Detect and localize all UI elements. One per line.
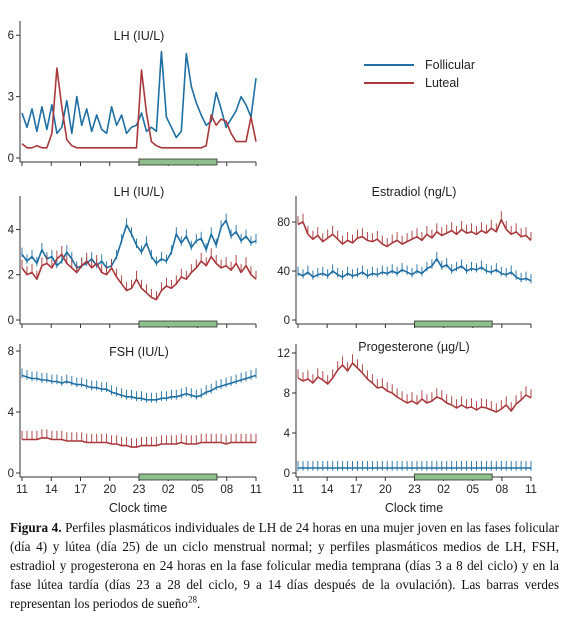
chart-panel-5: Progesterone (µg/L) 0 4 8 12 11 14 17 20 23 02 05 08… [277,340,537,496]
x-tick-label: 02 [162,484,175,496]
series-line-follicular [21,374,257,401]
panel-title: FSH (IU/L) [109,345,169,359]
y-tick-label: 6 [8,30,14,42]
series-line-luteal [21,253,257,301]
legend-label-luteal: Luteal [425,76,459,90]
panel-title: Estradiol (ng/L) [372,185,457,199]
chart-panel-4: FSH (IU/L) 0 4 8 11 14 17 20 23 02 05 08 11 [8,344,262,496]
x-tick-label: 23 [408,484,421,496]
sleep-period-bar [138,320,218,328]
figure-caption: Figura 4. Perfiles plasmáticos individua… [10,518,559,613]
x-tick-label: 14 [45,484,58,496]
error-bars-follicular [297,252,532,284]
chart-panel-1: LH (IU/L) 0 3 6 [8,21,257,166]
error-bars-luteal [21,429,257,448]
x-tick-label: 11 [292,484,304,496]
y-tick-label: 0 [284,315,290,327]
x-tick-label: 23 [133,484,146,496]
x-axis-label-right: Clock time [385,501,443,515]
y-tick-label: 2 [8,270,14,282]
caption-end: . [196,596,201,611]
y-tick-label: 0 [8,468,14,480]
x-tick-label: 20 [379,484,392,496]
sleep-period-bar [138,473,218,481]
legend-label-follicular: Follicular [425,58,475,72]
sleep-period-bar [414,320,493,328]
panel-title: LH (IU/L) [114,29,165,43]
y-tick-label: 4 [8,407,15,419]
y-tick-label: 40 [277,266,290,278]
x-tick-label: 02 [437,484,450,496]
y-tick-label: 8 [8,346,14,358]
caption-label: Figura 4. [10,520,62,535]
legend: Follicular Luteal [364,58,475,90]
x-axis-label-left: Clock time [109,501,167,515]
caption-reference: 28 [187,594,197,605]
error-bars-follicular [297,461,532,471]
y-tick-label: 4 [284,428,291,440]
series-line-luteal [21,67,257,149]
y-tick-label: 0 [8,315,14,327]
panel-title: LH (IU/L) [114,185,165,199]
y-tick-label: 0 [8,153,14,165]
x-tick-label: 14 [321,484,334,496]
chart-panel-3: Estradiol (ng/L) 0 40 80 [277,185,532,328]
x-tick-label: 05 [466,484,479,496]
y-tick-label: 8 [284,388,290,400]
sleep-period-bar [414,473,493,481]
y-tick-label: 12 [277,348,290,360]
series-line-luteal [297,218,532,248]
chart-panel-2: LH (IU/L) 0 2 4 [8,185,257,328]
series-line-luteal [22,437,256,448]
y-tick-label: 4 [8,224,15,236]
x-tick-label: 11 [16,484,28,496]
x-tick-label: 17 [350,484,363,496]
y-tick-label: 80 [277,217,290,229]
sleep-period-bar [138,158,218,166]
caption-text: Perfiles plasmáticos individuales de LH … [10,520,559,611]
series-line-follicular [297,257,532,282]
error-bars-luteal [297,211,532,247]
series-line-follicular [21,50,257,139]
x-tick-label: 17 [74,484,87,496]
x-tick-label: 11 [525,484,537,496]
error-bars-follicular [21,368,257,403]
x-tick-label: 08 [495,484,508,496]
series-line-follicular [21,219,257,269]
y-tick-label: 3 [8,92,14,104]
error-bars-luteal [297,354,532,412]
panel-title: Progesterone (µg/L) [358,340,469,354]
y-tick-label: 0 [284,468,290,480]
x-tick-label: 08 [220,484,233,496]
x-tick-label: 05 [191,484,204,496]
series-line-luteal [297,362,532,413]
x-tick-label: 11 [250,484,262,496]
error-bars-luteal [21,245,257,300]
x-tick-label: 20 [103,484,116,496]
